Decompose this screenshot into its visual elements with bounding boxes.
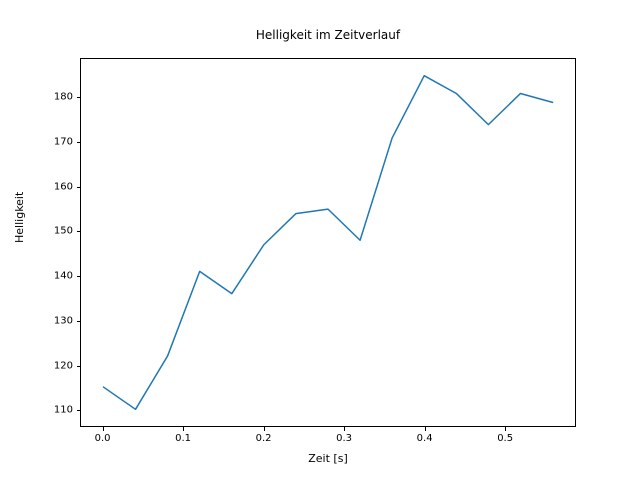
x-tick-label: 0.4 xyxy=(416,433,433,444)
x-tick-label: 0.0 xyxy=(94,433,111,444)
x-tick-label: 0.1 xyxy=(175,433,192,444)
x-tick-mark xyxy=(183,427,185,431)
x-tick-mark xyxy=(102,427,104,431)
x-tick-mark xyxy=(263,427,265,431)
data-series-line xyxy=(102,74,554,411)
plot-area xyxy=(80,58,576,427)
x-tick-mark xyxy=(505,427,507,431)
x-tick-mark xyxy=(424,427,426,431)
y-tick-label: 160 xyxy=(53,181,73,193)
y-tick-label: 150 xyxy=(53,225,73,237)
page-title: Helligkeit im Zeitverlauf xyxy=(255,28,401,42)
x-tick-mark xyxy=(344,427,346,431)
x-tick-label: 0.2 xyxy=(255,433,272,444)
y-tick-label: 110 xyxy=(53,404,73,416)
x-tick-label: 0.5 xyxy=(497,433,514,444)
y-tick-label: 170 xyxy=(53,136,73,148)
y-tick-label: 180 xyxy=(53,91,73,103)
y-tick-label: 120 xyxy=(53,360,73,371)
y-tick-label: 140 xyxy=(53,270,73,282)
y-tick-label: 130 xyxy=(53,315,73,327)
line-chart-svg xyxy=(102,74,554,411)
x-tick-label: 0.3 xyxy=(336,433,353,444)
x-axis-label: Zeit [s] xyxy=(308,452,348,465)
y-axis-label: Helligkeit xyxy=(13,191,26,243)
